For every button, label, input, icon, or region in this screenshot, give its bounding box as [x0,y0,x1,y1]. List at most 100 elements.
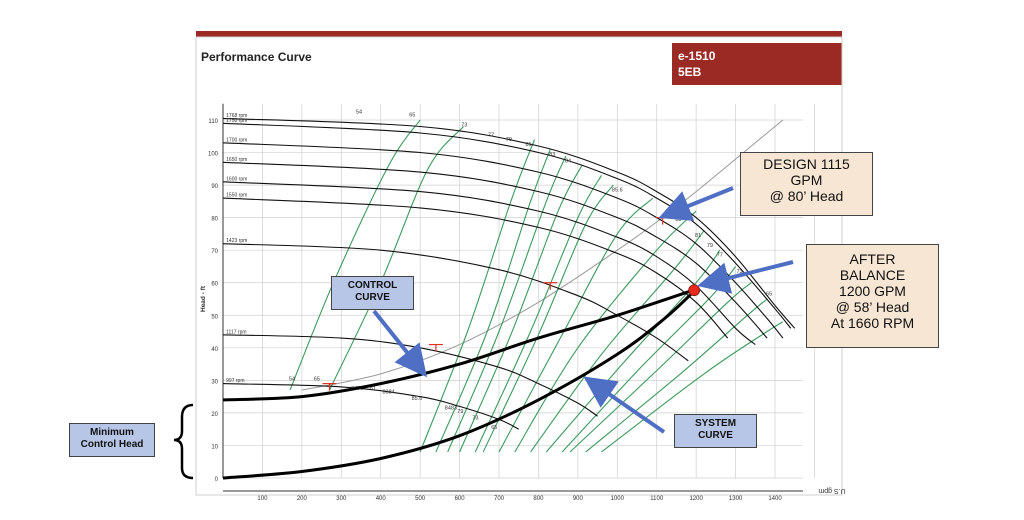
after-callout-line: 1200 GPM [839,283,906,299]
chart-title: Performance Curve [201,50,312,64]
speed-curve [222,243,689,362]
y-tick-label: 70 [211,249,218,255]
design-callout-line: GPM [790,172,823,188]
efficiency-label: 65 [314,376,320,382]
minimum-control-head-label: Minimum Control Head [69,423,155,457]
efficiency-line [474,175,602,453]
y-tick-label: 30 [211,379,218,385]
efficiency-line [459,165,583,453]
speed-curve-label: 1750 rpm [226,118,247,124]
design-callout-line: @ 80’ Head [769,188,844,204]
after-callout-line: AFTER [849,251,896,267]
design-point-callout: DESIGN 1115 GPM @ 80’ Head [740,152,873,216]
efficiency-label: 65 [409,113,415,119]
efficiency-line [435,149,551,453]
efficiency-label: 54 [356,109,362,115]
efficiency-label: 65 [491,425,497,431]
efficiency-line [569,282,752,453]
min-head-label-line: Control Head [80,439,144,450]
y-tick-label: 20 [211,412,218,418]
y-tick-label: 60 [211,282,218,288]
min-head-label-line: Minimum [90,427,134,438]
system-curve-label: SYSTEM CURVE [674,414,757,448]
efficiency-label: 73 [461,123,467,129]
y-tick-label: 80 [211,217,218,223]
speed-curve [222,197,729,339]
efficiency-label: 83 [549,152,555,158]
control-curve-line [222,287,697,402]
speed-curve [222,117,796,329]
y-tick-label: 50 [211,314,218,320]
efficiency-label: 79 [707,243,713,249]
model-variant: 5EB [678,65,702,79]
x-tick-label: 1000 [611,496,625,502]
after-callout-line: BALANCE [839,267,906,283]
x-tick-label: 400 [376,496,387,502]
control-curve-arrow [372,309,427,378]
after-callout-line: @ 58’ Head [835,299,910,315]
minimum-head-brace [173,403,194,480]
efficiency-label: 65 [766,292,772,298]
model-number: e-1510 [678,49,716,63]
x-tick-label: 600 [455,496,466,502]
x-tick-label: 800 [533,496,544,502]
x-tick-label: 700 [494,496,505,502]
efficiency-line [447,155,567,453]
speed-curve-label: 1117 rpm [226,329,246,335]
efficiency-line [482,184,614,453]
speed-curve-label: 1423 rpm [226,238,247,244]
efficiency-line [514,210,697,453]
efficiency-line [419,139,536,453]
y-tick-label: 40 [211,347,218,353]
y-tick-label: 10 [211,444,218,450]
system-curve-arrow [583,376,666,434]
control-curve-label: CONTROL CURVE [331,276,414,310]
efficiency-label: 81 [526,142,532,148]
efficiency-label: 81 [695,233,701,239]
design-callout-line: DESIGN 1115 [763,156,850,172]
efficiency-label: 83 [675,217,681,223]
y-tick-label: 90 [211,184,218,190]
efficiency-label: 84 [565,158,571,164]
speed-curve-label: 1600 rpm [226,176,247,182]
efficiency-lines [289,119,784,453]
x-unit-label: U.S gpm [818,487,845,494]
efficiency-label: 73 [472,415,478,421]
design-system-curve [301,119,784,391]
efficiency-line [289,119,421,391]
speed-curve [222,142,784,339]
x-tick-label: 200 [297,496,308,502]
y-tick-label: 100 [208,152,219,158]
efficiency-label: 77 [717,253,723,259]
efficiency-line [530,230,705,453]
speed-curve-label: 1650 rpm [226,157,247,163]
after-balance-callout: AFTER BALANCE 1200 GPM @ 58’ Head At 166… [806,244,939,348]
speed-curve-label: 1768 rpm [226,113,247,119]
efficiency-label: 79 [506,137,512,143]
y-tick-label: 110 [208,119,218,125]
efficiency-label: 73 [736,269,742,275]
efficiency-label: 81 [370,386,376,392]
x-tick-label: 1300 [729,496,743,502]
efficiency-line [498,197,654,453]
speed-curve-label: 1550 rpm [226,193,247,199]
efficiency-line [601,321,784,453]
x-tick-label: 300 [336,496,347,502]
system-curve-label-line: CURVE [698,430,733,441]
red-marker [428,343,443,352]
efficiency-line [329,126,464,391]
speed-curve-label: 1700 rpm [226,137,247,143]
header-accent-bar [196,31,842,37]
after-callout-arrow [697,260,794,294]
speed-curve-label: 997 rpm [226,378,244,384]
red-marker [322,383,337,391]
efficiency-line [585,298,768,453]
efficiency-label: 8483 [445,406,457,412]
after-callout-line: At 1660 RPM [830,315,915,331]
y-axis-label: Head - ft [200,285,207,312]
efficiency-label: 77 [488,132,494,138]
design-callout-arrow [658,186,734,221]
efficiency-label: 85.6 [612,188,623,194]
